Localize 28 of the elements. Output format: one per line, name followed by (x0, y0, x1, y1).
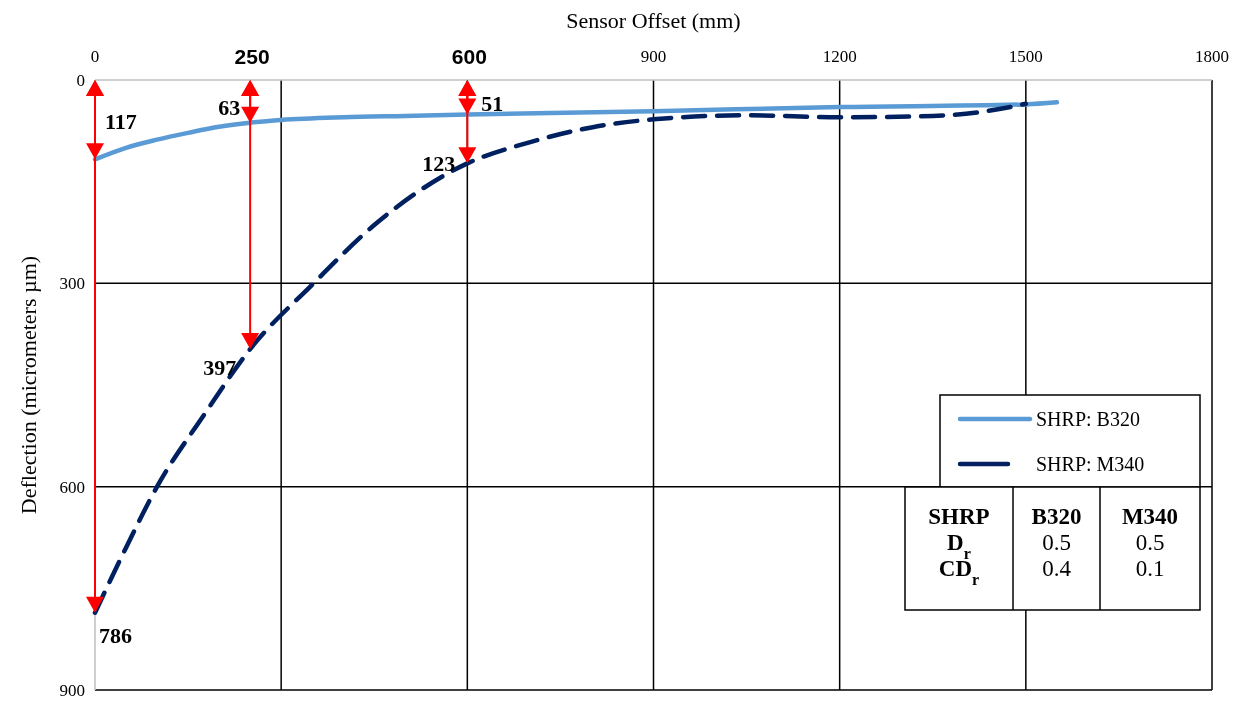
annotation: 63 (218, 94, 241, 120)
annotation: 0.4 (1042, 556, 1072, 581)
annotation: 51 (481, 90, 504, 116)
annotation: SHRP (928, 504, 990, 529)
legend-label: SHRP: M340 (1036, 453, 1145, 475)
x-tick-label: 1200 (822, 47, 857, 66)
text: 250 (234, 45, 270, 68)
x-tick-label: 1500 (1008, 47, 1043, 66)
y-tick-label: 300 (59, 274, 85, 294)
text: 600 (451, 45, 487, 68)
annotation: 123 (422, 151, 456, 177)
y-tick-label: 0 (76, 71, 85, 90)
annotation: 0.5 (1135, 530, 1165, 555)
y-tick-label: 600 (59, 477, 85, 497)
legend-label: SHRP: B320 (1036, 408, 1140, 430)
annotation: B320 (1031, 504, 1082, 529)
annotation: 0.5 (1042, 530, 1071, 555)
annotation: 0.1 (1135, 556, 1165, 581)
annotation: 786 (99, 622, 132, 648)
y-tick-label: 900 (59, 681, 85, 700)
annotation: 117 (105, 109, 137, 135)
x-axis-title: Sensor Offset (mm) (566, 8, 741, 33)
x-tick-label: 1800 (1195, 47, 1229, 66)
x-tick-label: 900 (640, 47, 667, 66)
annotation: M340 (1121, 504, 1179, 529)
x-tick-label: 0 (90, 47, 100, 66)
annotation: 397 (203, 355, 237, 381)
y-axis-title: Deflection (micrometers µm) (16, 255, 41, 515)
